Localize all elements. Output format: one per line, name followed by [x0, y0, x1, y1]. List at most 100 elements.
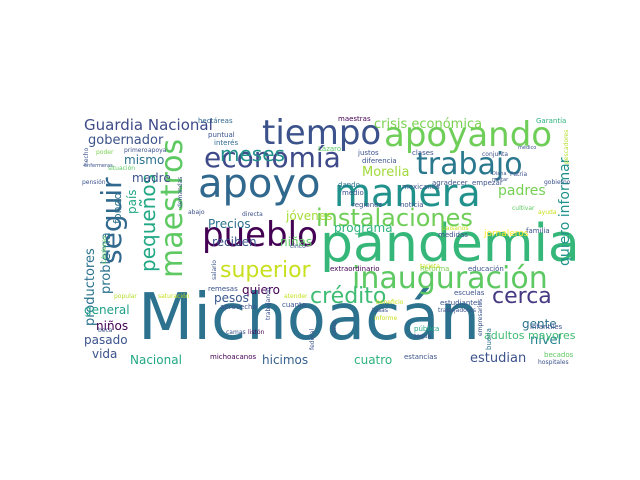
word: federal [309, 328, 316, 350]
word: regiones [352, 201, 383, 209]
word: justos [358, 149, 379, 157]
word: meses [220, 142, 285, 166]
word: médico [518, 145, 537, 151]
word: hicimos [262, 353, 309, 367]
word: niños [96, 319, 129, 333]
word: beneficio [376, 299, 404, 306]
word: empresarios [477, 298, 484, 336]
word: pandemia [320, 214, 580, 274]
word: enfermeras [84, 163, 113, 169]
word: empezar [472, 179, 503, 187]
word: dando [338, 181, 360, 189]
word: hospitales [538, 359, 569, 366]
word: pueblo [202, 215, 318, 255]
word: cuatro [354, 353, 393, 367]
word: apoya [148, 147, 167, 154]
word: pequeños [136, 173, 160, 272]
word: gobierno [544, 179, 571, 186]
word: mismo [124, 153, 165, 167]
word: mexicanos [402, 183, 440, 191]
word: Lázaro [318, 145, 342, 153]
word: niñas [280, 235, 313, 249]
word: vida [92, 347, 118, 361]
word: corte [331, 320, 338, 336]
word: apoyando [384, 115, 553, 155]
word: instalaciones [316, 204, 473, 232]
word: cinco [290, 243, 306, 250]
word: jornaleros [484, 229, 529, 239]
word: salario [211, 260, 218, 280]
word: Nacional [130, 353, 182, 367]
word: abajo [188, 209, 205, 216]
word: situación [108, 165, 136, 172]
word: buena [485, 328, 493, 350]
word: atender [284, 293, 308, 300]
word: informe [374, 315, 398, 322]
word: pescadores [563, 129, 570, 164]
word: familia [526, 227, 550, 235]
word: becados [544, 351, 574, 359]
word: directa [242, 211, 263, 218]
word: pública [414, 325, 440, 333]
word: Reforma [420, 265, 450, 273]
word: tasas [372, 307, 388, 314]
word: trabajadores [438, 307, 476, 314]
word: maestras [338, 115, 371, 123]
word: Michoacán [138, 281, 481, 355]
word: popular [114, 293, 137, 300]
word: programa [334, 221, 393, 235]
word: remesas [208, 285, 238, 293]
word: trabajando [265, 287, 272, 320]
word: Morelia [362, 165, 410, 180]
word: toque [414, 333, 432, 340]
word: agradecer [432, 179, 468, 187]
word-cloud: Michoacán pandemia apoyo apoyando econom… [78, 114, 580, 368]
word: cuanto [282, 301, 307, 309]
word: tarjeta [420, 263, 440, 270]
word: crédito [310, 284, 387, 309]
word: gente [522, 317, 557, 331]
word: listón [248, 329, 265, 336]
word: militar [492, 177, 509, 183]
word: Patria [510, 171, 528, 178]
word: clases [412, 149, 434, 157]
word: Garantía [536, 117, 567, 125]
word: inauguración [352, 261, 548, 296]
word: Cárdenas [101, 235, 108, 264]
word: cerca [492, 284, 552, 309]
word: medidas [438, 231, 468, 239]
word: primero [124, 147, 148, 154]
word: economía [204, 141, 341, 174]
word: trabajo [416, 147, 523, 182]
word: medio [342, 189, 364, 197]
word: Guardia Nacional [84, 116, 213, 134]
word: estudian [470, 351, 527, 366]
word: apoyo [198, 161, 321, 207]
word: michoacanos [210, 353, 257, 361]
word: interés [214, 139, 239, 147]
word: pensión [82, 179, 106, 186]
word: general [84, 303, 130, 317]
word: puntual [208, 131, 235, 139]
word: jóvenes [286, 209, 333, 223]
word: Diana [492, 171, 507, 177]
word: beca [98, 327, 113, 334]
word: madre [132, 171, 171, 185]
word: cultivar [512, 205, 535, 212]
word: padres [498, 183, 546, 199]
word: gobernador [88, 133, 164, 148]
word: saturación [158, 293, 190, 300]
word: nivel [530, 333, 562, 348]
word: Precios [208, 217, 251, 231]
word: demandas [177, 176, 184, 208]
word: extraordinario [330, 265, 380, 273]
word: pesos [214, 291, 249, 305]
word: manera [334, 171, 481, 215]
word: estancias [404, 353, 438, 361]
word: quiero informar [557, 157, 573, 266]
word: país [125, 189, 139, 214]
word: paisanos [442, 225, 469, 232]
word: escuelas [454, 289, 485, 297]
word: pasado [84, 333, 128, 347]
word: noticia [400, 201, 424, 209]
